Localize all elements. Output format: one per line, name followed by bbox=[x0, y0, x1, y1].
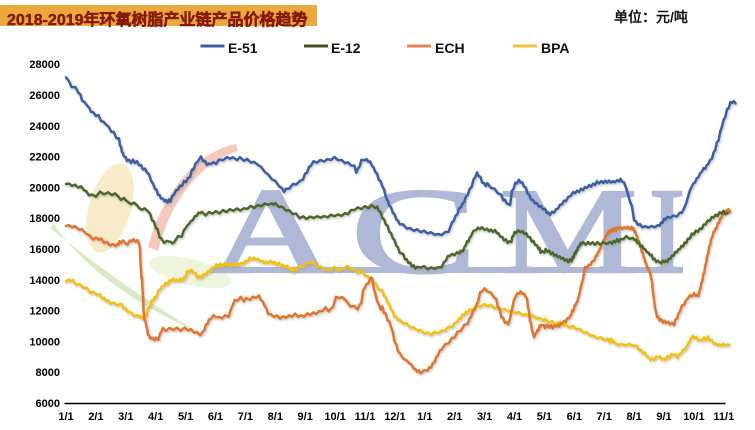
svg-text:9/1: 9/1 bbox=[298, 411, 313, 423]
svg-text:2/1: 2/1 bbox=[447, 411, 462, 423]
svg-text:4/1: 4/1 bbox=[148, 411, 163, 423]
svg-text:5/1: 5/1 bbox=[178, 411, 193, 423]
svg-text:11/1: 11/1 bbox=[713, 411, 734, 423]
svg-text:6/1: 6/1 bbox=[567, 411, 582, 423]
svg-text:8000: 8000 bbox=[36, 367, 60, 379]
svg-text:12000: 12000 bbox=[29, 306, 60, 318]
svg-text:6000: 6000 bbox=[36, 398, 60, 410]
svg-text:22000: 22000 bbox=[29, 152, 60, 164]
svg-text:I: I bbox=[649, 164, 685, 299]
svg-text:10/1: 10/1 bbox=[683, 411, 704, 423]
svg-text:18000: 18000 bbox=[29, 213, 60, 225]
svg-text:16000: 16000 bbox=[29, 244, 60, 256]
svg-text:7/1: 7/1 bbox=[597, 411, 612, 423]
svg-text:14000: 14000 bbox=[29, 275, 60, 287]
svg-text:28000: 28000 bbox=[29, 59, 60, 71]
svg-text:24000: 24000 bbox=[29, 121, 60, 133]
svg-text:2/1: 2/1 bbox=[88, 411, 103, 423]
svg-text:20000: 20000 bbox=[29, 182, 60, 194]
svg-text:1/1: 1/1 bbox=[417, 411, 432, 423]
svg-text:1/1: 1/1 bbox=[58, 411, 73, 423]
svg-text:9/1: 9/1 bbox=[656, 411, 671, 423]
svg-text:4/1: 4/1 bbox=[507, 411, 522, 423]
svg-text:5/1: 5/1 bbox=[537, 411, 552, 423]
svg-text:11/1: 11/1 bbox=[355, 411, 376, 423]
svg-text:8/1: 8/1 bbox=[268, 411, 283, 423]
svg-text:12/1: 12/1 bbox=[384, 411, 405, 423]
svg-text:3/1: 3/1 bbox=[118, 411, 133, 423]
svg-text:10000: 10000 bbox=[29, 336, 60, 348]
svg-text:6/1: 6/1 bbox=[208, 411, 223, 423]
svg-text:8/1: 8/1 bbox=[626, 411, 641, 423]
svg-text:7/1: 7/1 bbox=[238, 411, 253, 423]
svg-text:3/1: 3/1 bbox=[477, 411, 492, 423]
svg-text:10/1: 10/1 bbox=[324, 411, 345, 423]
svg-text:26000: 26000 bbox=[29, 90, 60, 102]
svg-text:A: A bbox=[210, 164, 334, 299]
